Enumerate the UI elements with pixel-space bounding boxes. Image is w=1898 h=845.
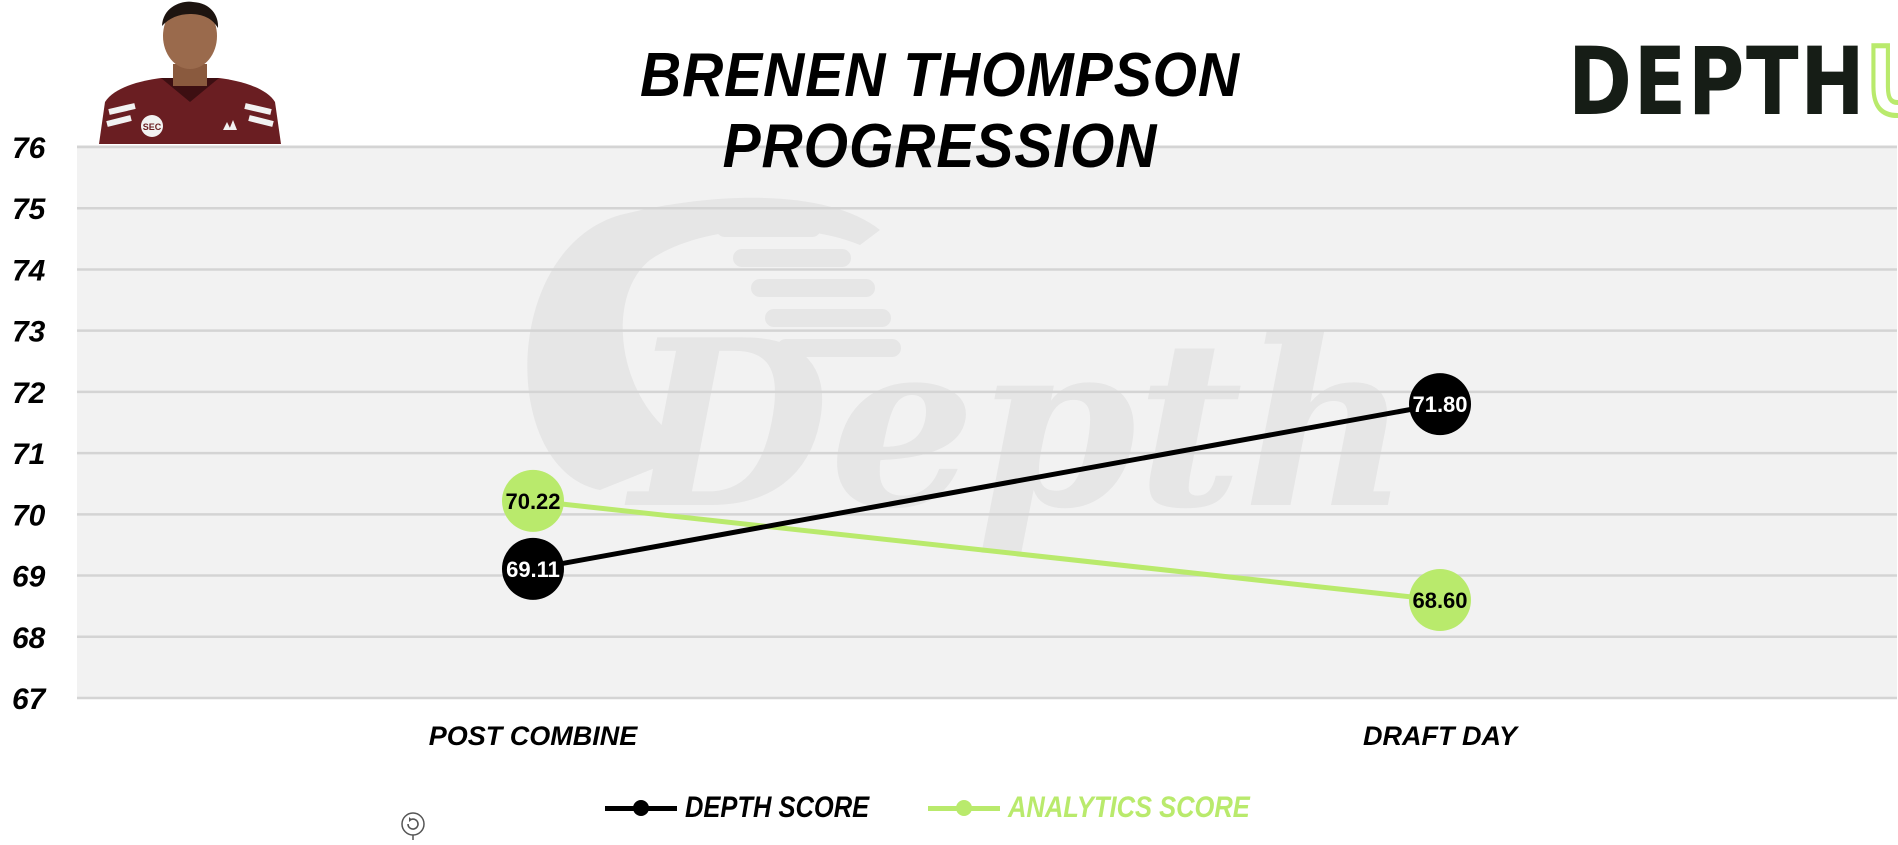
x-tick-label: POST COMBINE xyxy=(429,721,639,751)
y-axis-ticks: 67 68 69 70 71 72 73 74 75 76 xyxy=(12,132,47,716)
y-tick-label: 67 xyxy=(12,683,47,716)
brand-logo-text: DEPTH xyxy=(1568,28,1867,137)
y-tick-label: 72 xyxy=(12,377,46,410)
legend-swatch-depth xyxy=(605,799,678,816)
chart-title: BRENEN THOMPSON PROGRESSION xyxy=(639,41,1241,181)
legend-item-analytics: ANALYTICS SCORE xyxy=(928,791,1292,825)
data-point xyxy=(1409,569,1471,632)
svg-text:SEC: SEC xyxy=(143,122,162,132)
data-label: 68.60 xyxy=(1412,588,1467,613)
legend-item-depth: DEPTH SCORE xyxy=(605,791,902,825)
y-tick-label: 76 xyxy=(12,132,46,165)
legend: DEPTH SCORE ANALYTICS SCORE xyxy=(0,785,1898,831)
data-point xyxy=(502,469,564,532)
data-label: 71.80 xyxy=(1412,392,1467,417)
x-axis-ticks: POST COMBINE DRAFT DAY xyxy=(429,721,1520,751)
data-label: 70.22 xyxy=(505,489,560,514)
refresh-icon[interactable] xyxy=(400,812,426,840)
brand-logo-accent: U xyxy=(1864,28,1898,137)
y-tick-label: 74 xyxy=(12,254,46,287)
y-tick-label: 69 xyxy=(12,561,46,594)
data-point xyxy=(502,537,564,600)
series-line xyxy=(532,498,1441,603)
legend-label-analytics: ANALYTICS SCORE xyxy=(1008,791,1250,824)
y-tick-label: 70 xyxy=(12,499,46,532)
series-line xyxy=(532,401,1441,572)
y-tick-label: 68 xyxy=(12,622,46,655)
data-label: 69.11 xyxy=(506,557,560,582)
plot-background xyxy=(77,145,1897,698)
legend-label-depth: DEPTH SCORE xyxy=(685,791,870,824)
series-layer: 69.11 71.80 70.22 68.60 xyxy=(502,373,1471,632)
y-tick-label: 75 xyxy=(12,193,47,226)
brand-logo: DEPTHU xyxy=(1568,33,1898,132)
y-tick-label: 71 xyxy=(12,438,45,471)
legend-swatch-analytics xyxy=(928,799,1001,816)
player-headshot: SEC xyxy=(95,0,285,144)
y-tick-label: 73 xyxy=(12,316,46,349)
data-point xyxy=(1409,373,1471,436)
x-tick-label: DRAFT DAY xyxy=(1363,721,1520,751)
grid-lines xyxy=(77,145,1897,700)
